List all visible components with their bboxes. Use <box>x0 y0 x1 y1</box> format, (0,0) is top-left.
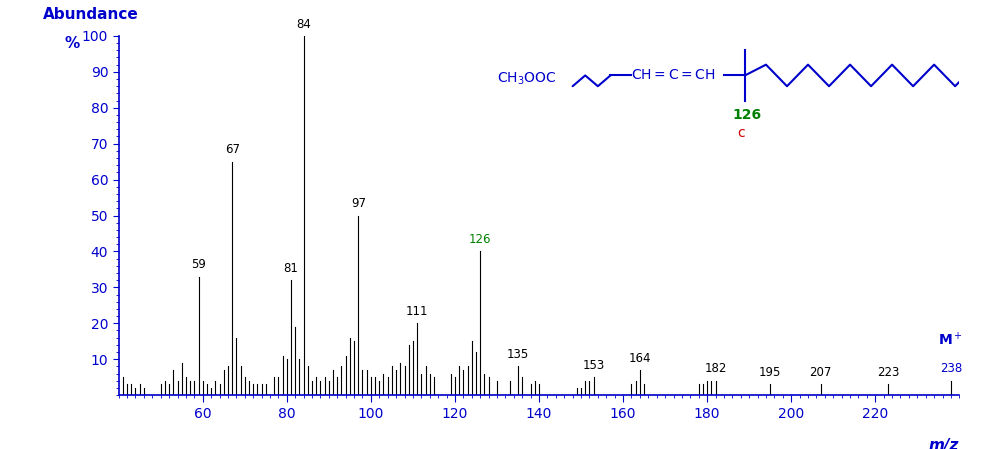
Text: 81: 81 <box>284 262 299 275</box>
Text: 135: 135 <box>507 348 529 361</box>
Text: 126: 126 <box>469 233 492 246</box>
Text: Abundance: Abundance <box>44 7 138 22</box>
Text: 59: 59 <box>191 258 206 271</box>
Text: 238: 238 <box>940 362 962 375</box>
Text: CH$=$C$=$CH: CH$=$C$=$CH <box>631 68 716 83</box>
Text: 126: 126 <box>732 108 762 122</box>
Text: M$^+$: M$^+$ <box>939 331 963 348</box>
Text: 153: 153 <box>583 359 604 372</box>
Text: 223: 223 <box>876 366 899 379</box>
Text: 97: 97 <box>351 197 366 210</box>
Text: 207: 207 <box>809 366 832 379</box>
Text: c: c <box>737 126 745 140</box>
Text: 84: 84 <box>296 18 312 31</box>
Text: 164: 164 <box>629 352 651 365</box>
Text: CH$_3$OOC: CH$_3$OOC <box>497 71 557 87</box>
Text: m/z: m/z <box>929 438 959 449</box>
Text: 111: 111 <box>405 305 428 318</box>
Text: %: % <box>64 36 79 51</box>
Text: 195: 195 <box>759 366 781 379</box>
Text: 182: 182 <box>704 362 727 375</box>
Text: 67: 67 <box>225 143 239 156</box>
